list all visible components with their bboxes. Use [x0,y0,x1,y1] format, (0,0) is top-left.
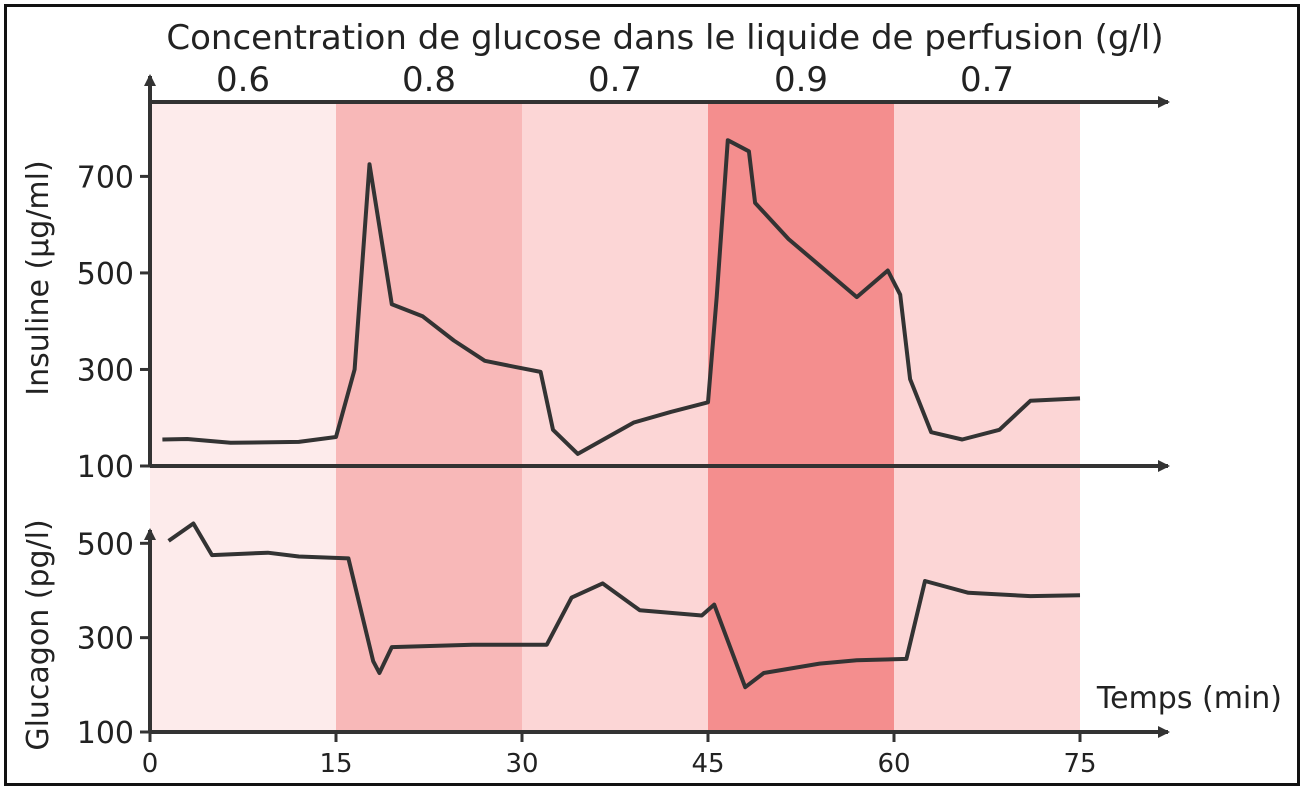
insuline-y-tick-label-500: 500 [77,257,134,292]
glucagon-y-tick-label-100: 100 [77,716,134,751]
x-tick-label-0: 0 [142,749,159,779]
glucose-band-label-2: 0.7 [588,60,642,100]
glucose-band-4 [894,104,1080,730]
x-tick-label-30: 30 [505,749,538,779]
x-tick-label-15: 15 [319,749,352,779]
glucose-bands [150,104,1080,730]
glucagon-y-tick-label-300: 300 [77,622,134,657]
chart-title: Concentration de glucose dans le liquide… [166,18,1163,58]
glucose-band-label-3: 0.9 [774,60,828,100]
glucose-band-label-1: 0.8 [402,60,456,100]
x-tick-label-60: 60 [877,749,910,779]
x-tick-label-45: 45 [691,749,724,779]
x-axis-label: Temps (min) [1096,681,1282,716]
glucagon-y-axis-label: Glucagon (pg/l) [21,519,56,750]
glucose-band-3 [708,104,894,730]
insuline-line [162,138,1081,456]
glucose-band-label-0: 0.6 [216,60,270,100]
insuline-y-ticks: 100 300 500 700 [77,160,150,485]
insuline-y-tick-label-100: 100 [77,450,134,485]
insuline-y-tick-label-700: 700 [77,160,134,195]
x-tick-labels: 0 15 30 45 60 75 [142,732,1097,779]
glucose-band-0 [150,104,336,730]
glucagon-y-tick-label-500: 500 [77,527,134,562]
insuline-y-axis-label: Insuline (µg/ml) [21,160,56,395]
x-tick-label-75: 75 [1063,749,1096,779]
glucose-band-labels: 0.6 0.8 0.7 0.9 0.7 [216,60,1014,100]
glucagon-y-ticks: 100 300 500 [77,527,150,751]
glucose-band-1 [336,104,522,730]
glucose-band-2 [522,104,708,730]
insuline-y-tick-label-300: 300 [77,353,134,388]
glucose-band-label-4: 0.7 [960,60,1014,100]
